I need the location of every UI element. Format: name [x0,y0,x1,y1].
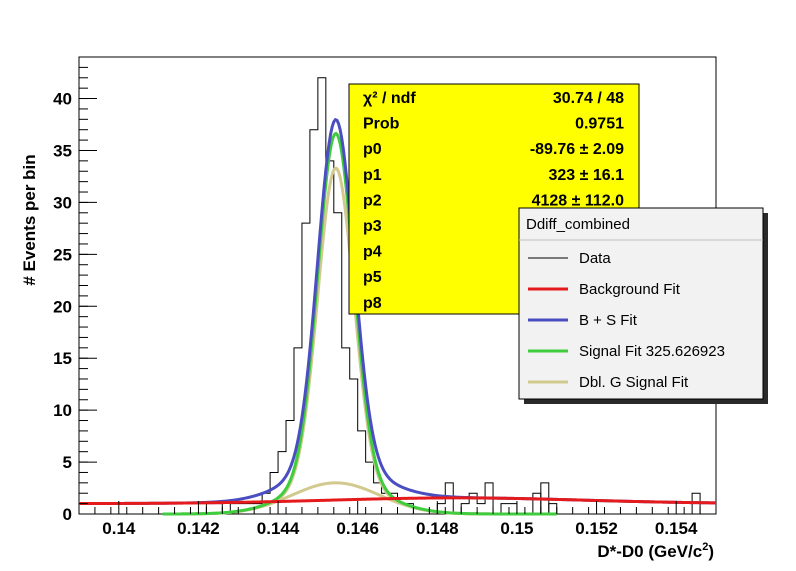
y-tick-label: 10 [53,401,72,420]
legend-label: Dbl. G Signal Fit [579,374,689,391]
stats-label: p2 [363,192,382,209]
stats-label: p4 [363,244,382,261]
fit-curves-layer [78,117,717,516]
x-tick-label: 0.146 [336,519,379,538]
axes-layer: 0.14 0.142 0.144 0.146 0.148 0.15 0.152 0.154 0 5… [53,56,717,538]
y-tick-label: 15 [53,349,72,368]
stats-label: p8 [363,295,382,312]
stats-label: p1 [363,167,382,184]
x-tick-label: 0.142 [177,519,220,538]
legend-label: Background Fit [579,281,681,298]
x-tick-label: 0.148 [416,519,459,538]
x-tick-label: 0.14 [102,519,136,538]
y-tick-label: 25 [53,245,72,264]
y-tick-label: 0 [63,505,72,524]
y-tick-label: 30 [53,193,72,212]
stats-value: 30.74 / 48 [553,90,624,107]
legend-label: Signal Fit 325.626923 [579,343,725,360]
y-tick-label: 40 [53,90,72,109]
stats-label: p0 [363,141,382,158]
legend-label: Data [579,250,611,267]
x-tick-label: 0.152 [575,519,618,538]
y-axis-title: # Events per bin [20,154,39,285]
legend-label: B + S Fit [579,312,638,329]
x-axis-title: D*-D0 (GeV/c2) [597,541,714,561]
stats-value: 323 ± 16.1 [548,167,624,184]
legend-title: Ddiff_combined [526,216,630,233]
stats-label: χ² / ndf [363,90,416,107]
x-tick-label: 0.144 [257,519,300,538]
y-tick-label: 35 [53,141,72,160]
stats-value: -89.76 ± 2.09 [530,141,624,158]
stats-label: p3 [363,218,382,235]
x-tick-label: 0.15 [500,519,533,538]
stats-label: p5 [363,269,382,286]
stats-value: 4128 ± 112.0 [532,192,625,209]
series-background-fit [78,496,717,506]
x-tick-label: 0.154 [655,519,698,538]
y-tick-label: 20 [53,297,72,316]
y-tick-label: 5 [63,453,72,472]
legend-box: Ddiff_combined Data Background Fit B + S F… [518,207,768,404]
legend-entries: Data Background Fit B + S Fit Signal Fit 32… [528,250,725,391]
legend-background [518,207,764,400]
stats-value: 0.9751 [575,116,624,133]
stats-label: Prob [363,116,400,133]
